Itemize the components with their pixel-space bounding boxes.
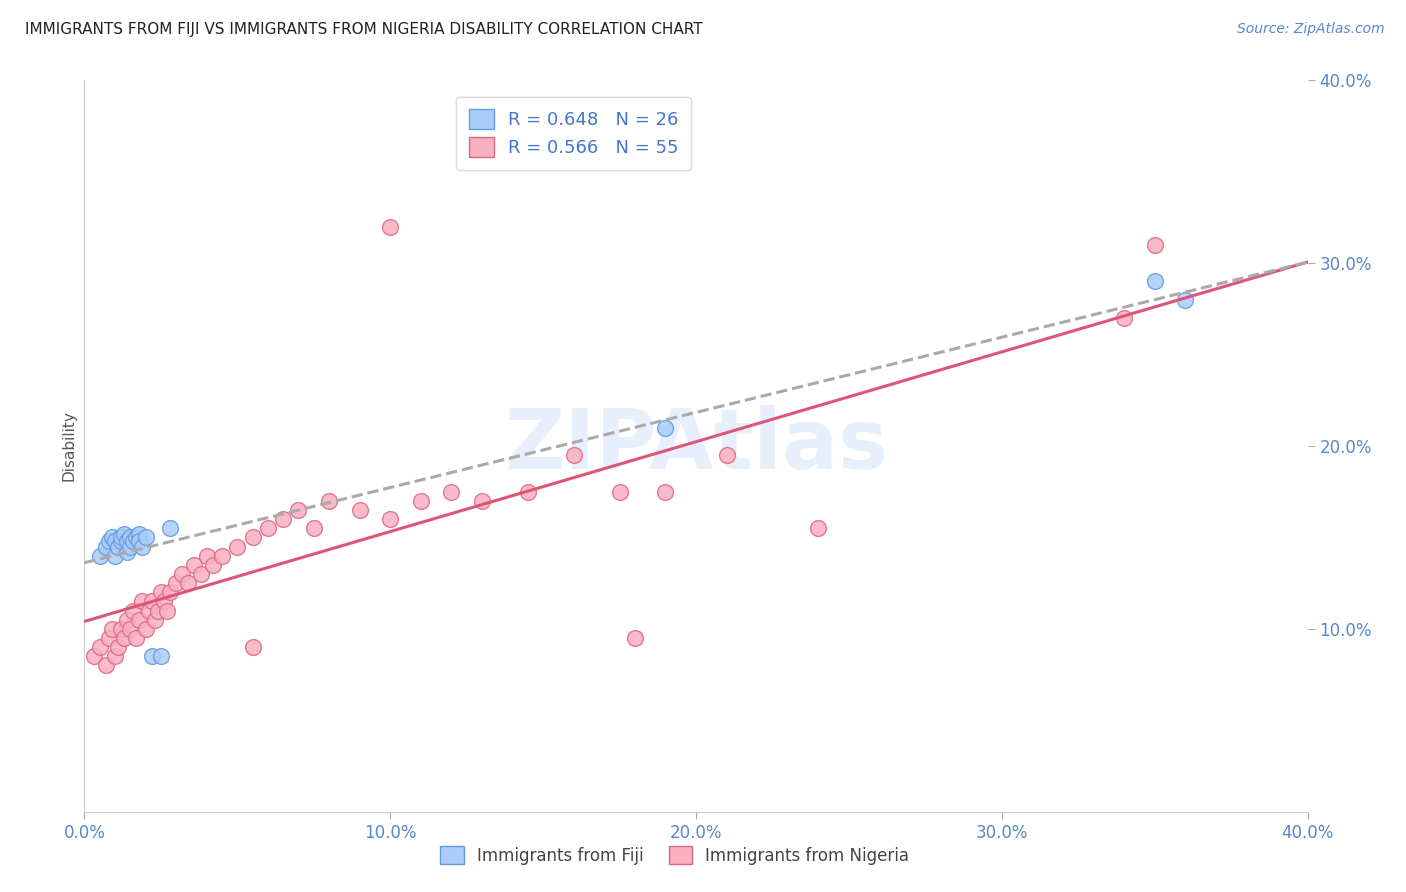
Point bbox=[115, 613, 138, 627]
Point bbox=[110, 622, 132, 636]
Point bbox=[141, 649, 163, 664]
Point bbox=[226, 540, 249, 554]
Point bbox=[135, 622, 157, 636]
Point bbox=[128, 613, 150, 627]
Point bbox=[94, 658, 117, 673]
Point bbox=[143, 613, 166, 627]
Point bbox=[153, 594, 176, 608]
Point bbox=[83, 649, 105, 664]
Point bbox=[318, 494, 340, 508]
Point bbox=[156, 603, 179, 617]
Point bbox=[190, 567, 212, 582]
Point bbox=[115, 545, 138, 559]
Legend: R = 0.648   N = 26, R = 0.566   N = 55: R = 0.648 N = 26, R = 0.566 N = 55 bbox=[456, 96, 692, 169]
Point bbox=[110, 530, 132, 544]
Point bbox=[131, 540, 153, 554]
Point bbox=[1143, 275, 1166, 289]
Text: Source: ZipAtlas.com: Source: ZipAtlas.com bbox=[1237, 22, 1385, 37]
Point bbox=[654, 421, 676, 435]
Point bbox=[141, 594, 163, 608]
Point bbox=[409, 494, 432, 508]
Point bbox=[128, 534, 150, 549]
Point bbox=[716, 448, 738, 462]
Point bbox=[1174, 293, 1197, 307]
Point bbox=[471, 494, 494, 508]
Point bbox=[654, 484, 676, 499]
Text: ZIPAtlas: ZIPAtlas bbox=[503, 406, 889, 486]
Point bbox=[177, 576, 200, 591]
Point bbox=[349, 503, 371, 517]
Point bbox=[380, 512, 402, 526]
Point bbox=[125, 530, 148, 544]
Point bbox=[97, 534, 120, 549]
Point bbox=[624, 631, 647, 645]
Point bbox=[146, 603, 169, 617]
Point bbox=[159, 521, 181, 535]
Text: IMMIGRANTS FROM FIJI VS IMMIGRANTS FROM NIGERIA DISABILITY CORRELATION CHART: IMMIGRANTS FROM FIJI VS IMMIGRANTS FROM … bbox=[25, 22, 703, 37]
Point bbox=[609, 484, 631, 499]
Point bbox=[138, 603, 160, 617]
Point bbox=[110, 534, 132, 549]
Point bbox=[97, 631, 120, 645]
Point bbox=[115, 534, 138, 549]
Y-axis label: Disability: Disability bbox=[60, 410, 76, 482]
Point bbox=[120, 530, 142, 544]
Point bbox=[172, 567, 194, 582]
Point bbox=[107, 640, 129, 655]
Point bbox=[1143, 238, 1166, 252]
Point bbox=[149, 585, 172, 599]
Point bbox=[112, 631, 135, 645]
Point bbox=[104, 649, 127, 664]
Point bbox=[201, 558, 224, 572]
Point bbox=[89, 640, 111, 655]
Point bbox=[120, 622, 142, 636]
Point bbox=[125, 631, 148, 645]
Point bbox=[302, 521, 325, 535]
Point bbox=[440, 484, 463, 499]
Point bbox=[112, 526, 135, 541]
Point bbox=[516, 484, 538, 499]
Point bbox=[165, 576, 187, 591]
Point bbox=[101, 622, 124, 636]
Point bbox=[211, 549, 233, 563]
Point bbox=[94, 540, 117, 554]
Point bbox=[242, 530, 264, 544]
Point bbox=[271, 512, 294, 526]
Point bbox=[131, 594, 153, 608]
Point bbox=[122, 603, 145, 617]
Point bbox=[122, 534, 145, 549]
Point bbox=[89, 549, 111, 563]
Point bbox=[242, 640, 264, 655]
Legend: Immigrants from Fiji, Immigrants from Nigeria: Immigrants from Fiji, Immigrants from Ni… bbox=[430, 836, 920, 875]
Point bbox=[1114, 310, 1136, 325]
Point bbox=[380, 219, 402, 234]
Point bbox=[107, 540, 129, 554]
Point bbox=[120, 540, 142, 554]
Point bbox=[257, 521, 280, 535]
Point bbox=[159, 585, 181, 599]
Point bbox=[101, 530, 124, 544]
Point bbox=[562, 448, 585, 462]
Point bbox=[104, 534, 127, 549]
Point bbox=[195, 549, 218, 563]
Point bbox=[149, 649, 172, 664]
Point bbox=[135, 530, 157, 544]
Point bbox=[104, 549, 127, 563]
Point bbox=[183, 558, 205, 572]
Point bbox=[807, 521, 830, 535]
Point bbox=[287, 503, 309, 517]
Point bbox=[128, 526, 150, 541]
